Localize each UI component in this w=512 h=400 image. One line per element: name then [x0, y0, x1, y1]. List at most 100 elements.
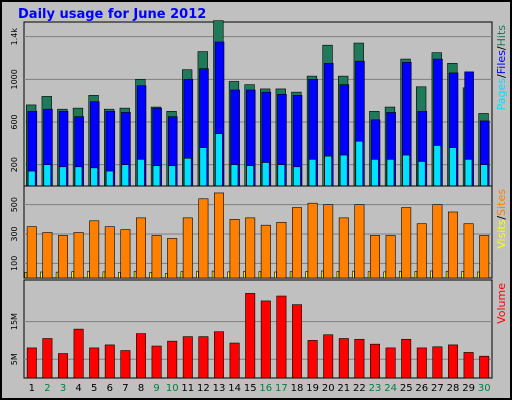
bar-sites	[136, 217, 146, 279]
bar-volume	[26, 347, 37, 379]
bar-visits	[227, 271, 230, 279]
y-tick-label: 300	[10, 226, 19, 241]
bar-pages	[324, 155, 332, 187]
legend-entry: Hits	[495, 25, 508, 47]
y-tick-label: 500	[10, 197, 19, 212]
x-tick-label: 25	[400, 383, 413, 394]
bar-pages	[230, 164, 239, 187]
chart-panel-3: 5M 15M Volume	[10, 279, 508, 379]
bar-volume	[416, 347, 427, 379]
bar-visits	[180, 271, 184, 279]
bar-volume	[292, 304, 302, 379]
x-tick-label: 10	[166, 383, 179, 394]
x-tick-label: 1	[29, 383, 35, 394]
bar-visits	[24, 271, 28, 279]
bar-volume	[104, 344, 115, 379]
bar-visits	[430, 270, 433, 279]
bar-pages	[449, 147, 457, 187]
bar-sites	[448, 211, 458, 279]
y-tick-label: 1.4k	[10, 28, 19, 46]
bar-sites	[307, 202, 318, 279]
bar-volume	[58, 353, 68, 379]
bar-visits	[477, 271, 480, 279]
bar-pages	[371, 159, 379, 187]
bar-pages	[480, 164, 488, 187]
legend-entry: Visits	[495, 219, 508, 248]
bar-pages	[27, 170, 36, 187]
bar-volume	[89, 347, 100, 379]
bar-pages	[137, 159, 145, 187]
x-tick-label: 20	[322, 383, 335, 394]
bar-sites	[276, 221, 287, 279]
bar-pages	[308, 159, 317, 187]
plot-area	[23, 279, 493, 379]
x-tick-label: 27	[431, 383, 444, 394]
bar-sites	[432, 204, 443, 279]
y-tick-label: 600	[10, 114, 19, 129]
bar-pages	[464, 159, 473, 187]
x-tick-label: 11	[181, 383, 194, 394]
bar-sites	[58, 235, 68, 279]
bar-pages	[261, 162, 270, 187]
legend-entry: Files	[495, 50, 508, 74]
bar-visits	[321, 270, 324, 279]
bar-pages	[183, 157, 192, 187]
bar-visits	[40, 271, 43, 279]
x-tick-label: 4	[75, 383, 81, 394]
x-tick-label: 16	[259, 383, 272, 394]
x-tick-label: 30	[478, 383, 491, 394]
bar-visits	[118, 271, 121, 279]
bar-visits	[305, 271, 308, 279]
x-tick-label: 14	[228, 383, 241, 394]
bar-pages	[339, 154, 348, 187]
x-tick-label: 12	[197, 383, 210, 394]
x-tick-label: 29	[462, 383, 475, 394]
bar-volume	[214, 331, 224, 379]
bar-pages	[293, 166, 301, 187]
bar-sites	[338, 217, 349, 279]
x-tick-label: 6	[107, 383, 113, 394]
bar-sites	[260, 224, 271, 279]
bar-visits	[133, 270, 137, 279]
bar-volume	[307, 340, 318, 379]
bar-sites	[416, 223, 427, 279]
bar-visits	[461, 270, 464, 279]
bar-volume	[448, 344, 458, 379]
x-tick-label: 22	[353, 383, 366, 394]
x-tick-label: 26	[415, 383, 428, 394]
bar-sites	[229, 219, 240, 279]
bar-sites	[89, 220, 100, 279]
bar-volume	[120, 350, 131, 379]
bar-sites	[198, 198, 209, 279]
bar-sites	[167, 238, 178, 279]
bar-visits	[102, 271, 106, 279]
bar-visits	[414, 271, 418, 279]
bar-sites	[385, 235, 396, 279]
chart-panel-1: 200 600 1000 1.4k Pages/Files/Hits	[10, 20, 508, 187]
bar-sites	[214, 192, 224, 279]
bar-pages	[355, 140, 364, 187]
legend-entry: Pages	[495, 78, 508, 111]
bar-volume	[463, 352, 474, 379]
x-tick-label: 23	[369, 383, 382, 394]
bar-volume	[401, 338, 412, 379]
bar-visits	[87, 271, 90, 279]
bar-sites	[292, 207, 302, 279]
bar-visits	[196, 270, 199, 279]
bar-sites	[26, 226, 37, 279]
bar-visits	[211, 270, 215, 279]
bar-pages	[168, 165, 176, 187]
bar-pages	[121, 164, 130, 187]
bar-volume	[260, 300, 271, 379]
bar-volume	[354, 338, 365, 379]
bar-sites	[401, 207, 412, 279]
bar-visits	[383, 271, 386, 279]
bar-pages	[152, 165, 161, 187]
bar-volume	[136, 333, 146, 379]
bar-sites	[120, 229, 131, 279]
bar-pages	[246, 165, 254, 187]
bar-pages	[105, 170, 114, 187]
x-tick-label: 9	[153, 383, 159, 394]
bar-volume	[167, 340, 178, 379]
